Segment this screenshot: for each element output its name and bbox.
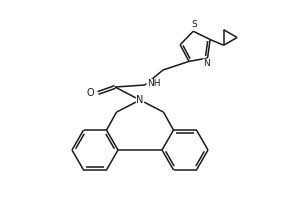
Text: O: O xyxy=(86,88,94,98)
Text: NH: NH xyxy=(147,79,160,88)
Text: S: S xyxy=(191,20,197,29)
Text: N: N xyxy=(203,59,210,68)
Text: N: N xyxy=(136,95,144,105)
